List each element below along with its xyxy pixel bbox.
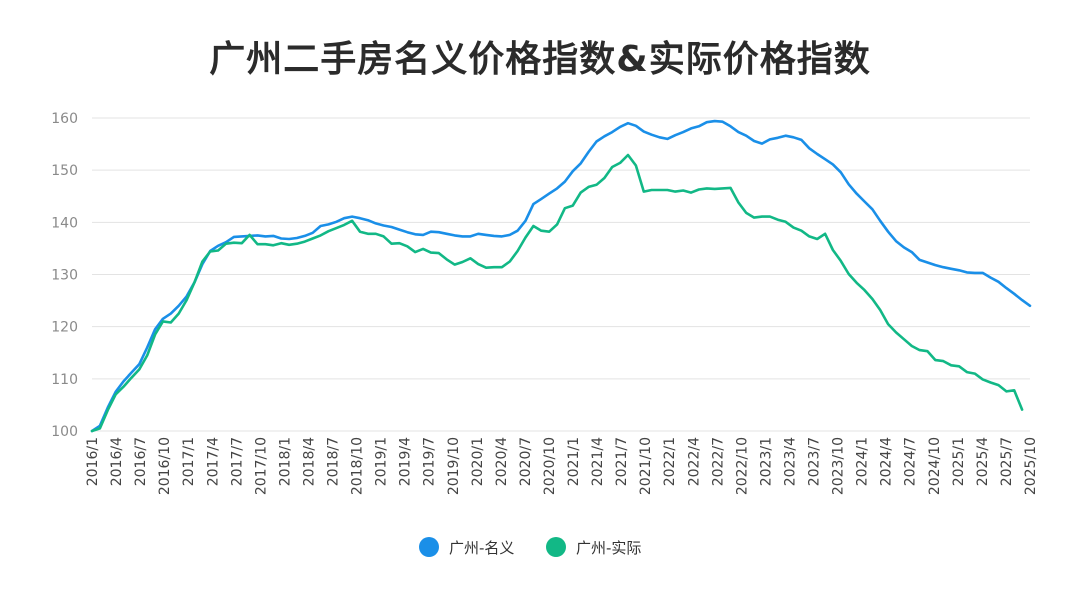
x-tick-label: 2025/1 xyxy=(951,437,967,486)
y-tick-label: 140 xyxy=(51,215,78,231)
x-tick-label: 2024/1 xyxy=(855,437,871,486)
x-tick-label: 2025/10 xyxy=(1023,437,1039,495)
x-tick-label: 2024/10 xyxy=(927,437,943,495)
x-tick-label: 2016/1 xyxy=(85,437,101,486)
x-tick-label: 2017/10 xyxy=(253,437,269,495)
legend-label-0[interactable]: 广州-名义 xyxy=(449,539,514,557)
x-tick-label: 2017/4 xyxy=(205,437,221,486)
x-tick-label: 2024/7 xyxy=(903,437,919,486)
y-tick-label: 100 xyxy=(51,424,78,440)
y-tick-label: 110 xyxy=(51,372,78,388)
x-tick-label: 2017/1 xyxy=(181,437,197,486)
x-tick-label: 2019/4 xyxy=(398,437,414,486)
x-tick-label: 2021/1 xyxy=(566,437,582,486)
legend-label-1[interactable]: 广州-实际 xyxy=(576,539,641,557)
x-tick-label: 2018/7 xyxy=(326,437,342,486)
y-tick-label: 130 xyxy=(51,268,78,284)
x-tick-label: 2021/10 xyxy=(638,437,654,495)
x-tick-label: 2018/4 xyxy=(301,437,317,486)
x-tick-label: 2022/7 xyxy=(710,437,726,486)
x-tick-label: 2019/7 xyxy=(422,437,438,486)
x-tick-label: 2018/10 xyxy=(350,437,366,495)
x-tick-label: 2020/1 xyxy=(470,437,486,486)
x-tick-label: 2025/7 xyxy=(999,437,1015,486)
x-tick-label: 2020/4 xyxy=(494,437,510,486)
x-tick-label: 2019/1 xyxy=(374,437,390,486)
series-layer xyxy=(90,119,1032,433)
x-tick-label: 2016/10 xyxy=(157,437,173,495)
x-tick-label: 2020/10 xyxy=(542,437,558,495)
x-tick-label: 2022/4 xyxy=(686,437,702,486)
x-tick-label: 2022/10 xyxy=(734,437,750,495)
legend[interactable]: 广州-名义 广州-实际 xyxy=(419,537,641,557)
y-tick-label: 160 xyxy=(51,111,78,127)
y-tick-label: 150 xyxy=(51,163,78,179)
x-tick-label: 2025/4 xyxy=(975,437,991,486)
x-tick-label: 2019/10 xyxy=(446,437,462,495)
chart-title: 广州二手房名义价格指数&实际价格指数 xyxy=(209,39,871,80)
x-tick-label: 2023/7 xyxy=(807,437,823,486)
x-tick-label: 2016/4 xyxy=(109,437,125,486)
x-tick-label: 2021/7 xyxy=(614,437,630,486)
x-tick-label: 2023/1 xyxy=(758,437,774,486)
legend-marker-0[interactable] xyxy=(419,537,439,557)
x-tick-label: 2021/4 xyxy=(590,437,606,486)
x-tick-label: 2020/7 xyxy=(518,437,534,486)
x-tick-label: 2023/4 xyxy=(782,437,798,486)
x-tick-label: 2024/4 xyxy=(879,437,895,486)
y-axis-ticks: 100 110 120 130 140 150 160 xyxy=(51,111,78,440)
x-tick-label: 2022/1 xyxy=(662,437,678,486)
x-tick-label: 2018/1 xyxy=(277,437,293,486)
legend-marker-1[interactable] xyxy=(546,537,566,557)
x-tick-label: 2017/7 xyxy=(229,437,245,486)
y-tick-label: 120 xyxy=(51,320,78,336)
x-tick-label: 2016/7 xyxy=(133,437,149,486)
series-line-1 xyxy=(90,153,1024,433)
series-line-0 xyxy=(90,119,1032,433)
grid-layer xyxy=(92,117,1030,432)
x-axis-ticks: 2016/1 2016/4 2016/7 2016/10 2017/1 2017/4 201… xyxy=(85,437,1039,495)
x-tick-label: 2023/10 xyxy=(831,437,847,495)
